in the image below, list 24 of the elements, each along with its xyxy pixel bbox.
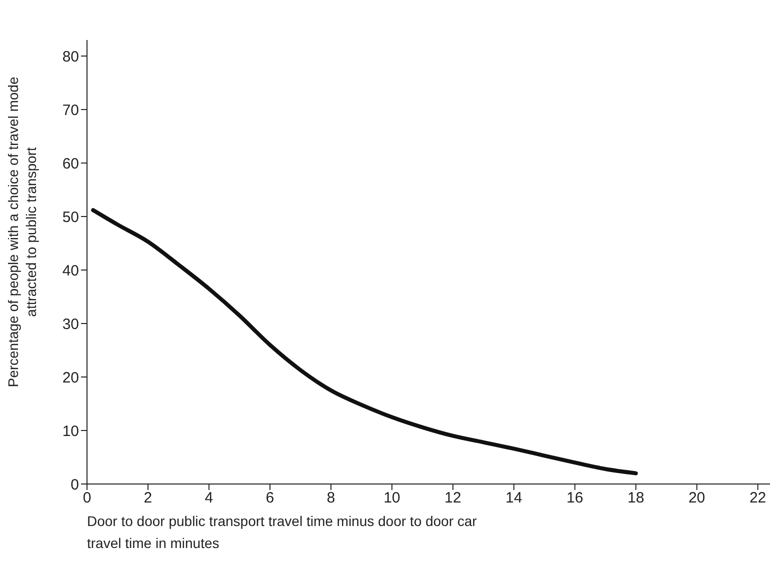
y-tick-label: 30	[62, 316, 79, 333]
x-tick-label: 20	[688, 490, 706, 507]
y-tick-label: 0	[70, 476, 79, 494]
y-axis-title: Percentage of people with a choice of travel mode attracted to public transport	[5, 76, 39, 388]
x-tick-label: 2	[144, 490, 152, 507]
x-tick-label: 12	[444, 490, 462, 507]
x-tick-label: 18	[627, 490, 644, 507]
y-tick-label: 60	[62, 155, 79, 172]
x-tick-label: 10	[384, 490, 400, 507]
line-series	[91, 208, 638, 476]
x-tick-label: 4	[204, 490, 214, 507]
y-tick-label: 10	[62, 422, 79, 440]
x-tick-label: 0	[82, 490, 92, 507]
x-tick-label: 6	[266, 490, 274, 507]
y-tick-label: 20	[62, 369, 79, 386]
x-tick-label: 22	[749, 490, 766, 507]
x-tick-label: 16	[566, 490, 584, 507]
x-axis-title: Door to door public transport travel time minus door to door car travel time in minutes	[87, 513, 478, 551]
x-tick-label: 8	[326, 490, 336, 507]
y-tick-label: 50	[62, 208, 79, 226]
x-tick-label: 14	[506, 490, 522, 507]
y-tick-label: 80	[62, 48, 79, 66]
y-tick-label: 40	[62, 262, 79, 280]
y-tick-label: 70	[62, 102, 79, 119]
